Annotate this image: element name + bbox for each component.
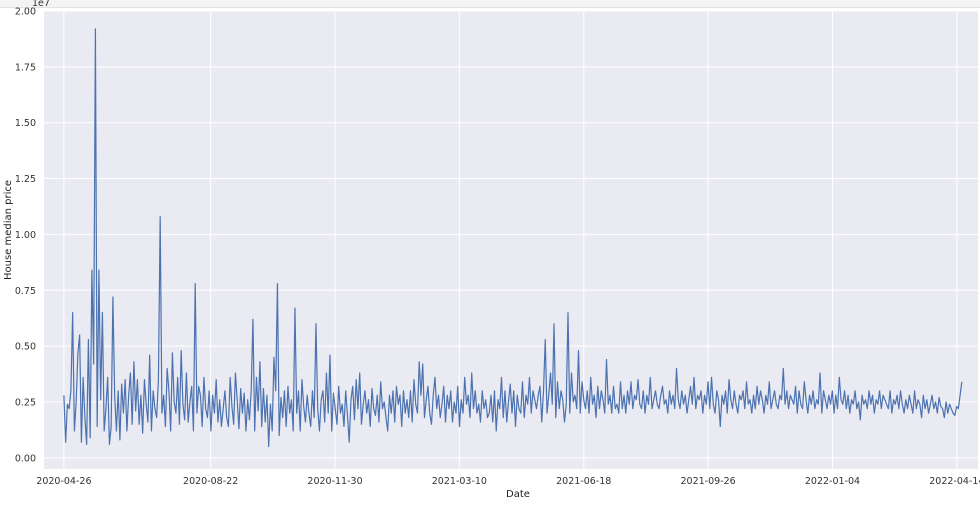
y-tick-labels: 0.00 0.25 0.50 0.75 1.00 1.25 1.50 1.75 2.00 [15, 7, 36, 465]
y-tick-label: 0.50 [15, 342, 36, 353]
y-tick-label: 0.25 [15, 397, 36, 408]
y-tick-label: 2.00 [15, 7, 36, 18]
x-gridlines [63, 11, 958, 469]
y-tick-label: 0.00 [15, 453, 36, 464]
x-tick-label: 2021-03-10 [432, 476, 487, 487]
series-line-house-median-price [63, 28, 963, 448]
y-tick-label: 1.50 [15, 118, 36, 129]
window-top-bar [0, 0, 980, 8]
x-tick-labels: 2020-04-26 2020-08-22 2020-11-30 2021-03-10… [36, 476, 980, 487]
y-tick-label: 1.00 [15, 230, 36, 241]
y-tick-label: 1.75 [15, 62, 36, 73]
x-tick-label: 2022-04-14 [929, 476, 980, 487]
x-tick-label: 2021-09-26 [681, 476, 736, 487]
x-tick-label: 2020-11-30 [307, 476, 362, 487]
x-tick-label: 2022-01-04 [805, 476, 860, 487]
x-tick-label: 2020-04-26 [36, 476, 91, 487]
x-axis-label: Date [506, 489, 530, 500]
y-tick-label: 1.25 [15, 174, 36, 185]
x-tick-label: 2020-08-22 [183, 476, 238, 487]
y-axis-label: House median price [3, 180, 14, 280]
y-tick-label: 0.75 [15, 286, 36, 297]
x-tick-label: 2021-06-18 [556, 476, 611, 487]
y-offset-text: 1e7 [32, 0, 50, 9]
